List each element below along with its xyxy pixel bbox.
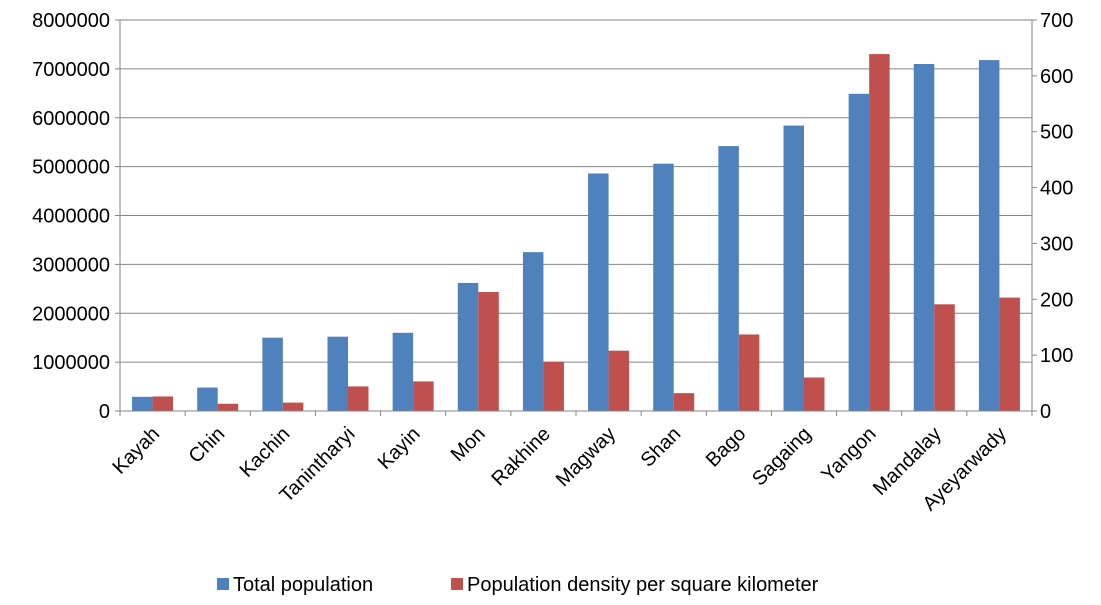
bar-total-population: [588, 173, 609, 411]
bar-population-density: [543, 361, 564, 411]
bar-total-population: [132, 396, 153, 411]
gridlines: [120, 19, 1032, 363]
left-tick-label: 5000000: [32, 157, 110, 179]
bar-total-population: [783, 125, 804, 411]
bar-total-population: [718, 146, 739, 411]
bar-total-population: [262, 337, 283, 411]
bar-population-density: [217, 403, 239, 411]
left-tick-label: 4000000: [32, 206, 110, 228]
legend-label-population-density: Population density per square kilometer: [467, 574, 819, 596]
right-tick-label: 500: [1040, 122, 1073, 144]
bar-total-population: [327, 336, 348, 411]
right-tick-label: 400: [1040, 178, 1073, 200]
bar-population-density: [413, 381, 434, 411]
left-tick-label: 7000000: [32, 59, 110, 81]
bar-population-density: [804, 377, 825, 411]
bar-total-population: [197, 387, 218, 411]
right-tick-label: 700: [1040, 10, 1073, 32]
bar-population-density: [934, 304, 955, 411]
bars: [132, 54, 1020, 412]
right-axis-ticks: 0 100 200 300 400 500 600 700: [1040, 10, 1073, 423]
bar-total-population: [457, 282, 479, 411]
axes: [115, 19, 1037, 416]
category-label: Rakhine: [488, 423, 555, 490]
left-tick-label: 2000000: [32, 303, 110, 325]
legend: Total population Population density per …: [217, 574, 819, 596]
bar-total-population: [978, 60, 1000, 411]
bar-population-density: [152, 396, 174, 411]
category-label: Kayah: [108, 423, 164, 479]
bar-population-density: [738, 334, 760, 411]
category-label: Yangon: [817, 423, 880, 486]
category-label: Bago: [702, 423, 751, 472]
left-axis-ticks: 0 1000000 2000000 3000000 4000000 5000000 6000…: [32, 10, 110, 423]
bar-total-population: [392, 332, 414, 411]
legend-swatch-population-density: [451, 578, 463, 590]
right-tick-label: 300: [1040, 233, 1073, 255]
category-label: Shan: [637, 423, 686, 472]
right-tick-label: 600: [1040, 66, 1073, 88]
left-tick-label: 6000000: [32, 108, 110, 130]
bar-total-population: [653, 163, 674, 411]
bar-population-density: [999, 297, 1020, 411]
legend-swatch-total-population: [217, 578, 229, 590]
bar-total-population: [848, 93, 870, 412]
category-label: Magway: [552, 423, 620, 491]
left-tick-label: 8000000: [32, 10, 110, 32]
left-tick-label: 0: [99, 401, 110, 423]
bar-population-density: [608, 350, 630, 411]
left-tick-label: 3000000: [32, 254, 110, 276]
category-label: Mon: [447, 423, 490, 466]
category-label: Kayin: [374, 423, 425, 474]
bar-population-density: [478, 292, 499, 411]
bar-population-density: [348, 386, 369, 411]
bar-population-density: [869, 54, 890, 412]
bar-total-population: [522, 252, 544, 411]
right-tick-label: 100: [1040, 345, 1073, 367]
bar-population-density: [282, 402, 304, 411]
left-tick-label: 1000000: [32, 352, 110, 374]
category-label: Chin: [185, 423, 230, 468]
bar-total-population: [913, 63, 935, 412]
category-label: Sagaing: [748, 423, 815, 490]
bar-population-density: [673, 393, 695, 411]
right-tick-label: 200: [1040, 289, 1073, 311]
right-tick-label: 0: [1040, 401, 1051, 423]
legend-label-total-population: Total population: [233, 574, 373, 596]
category-label: Kachin: [236, 423, 295, 482]
